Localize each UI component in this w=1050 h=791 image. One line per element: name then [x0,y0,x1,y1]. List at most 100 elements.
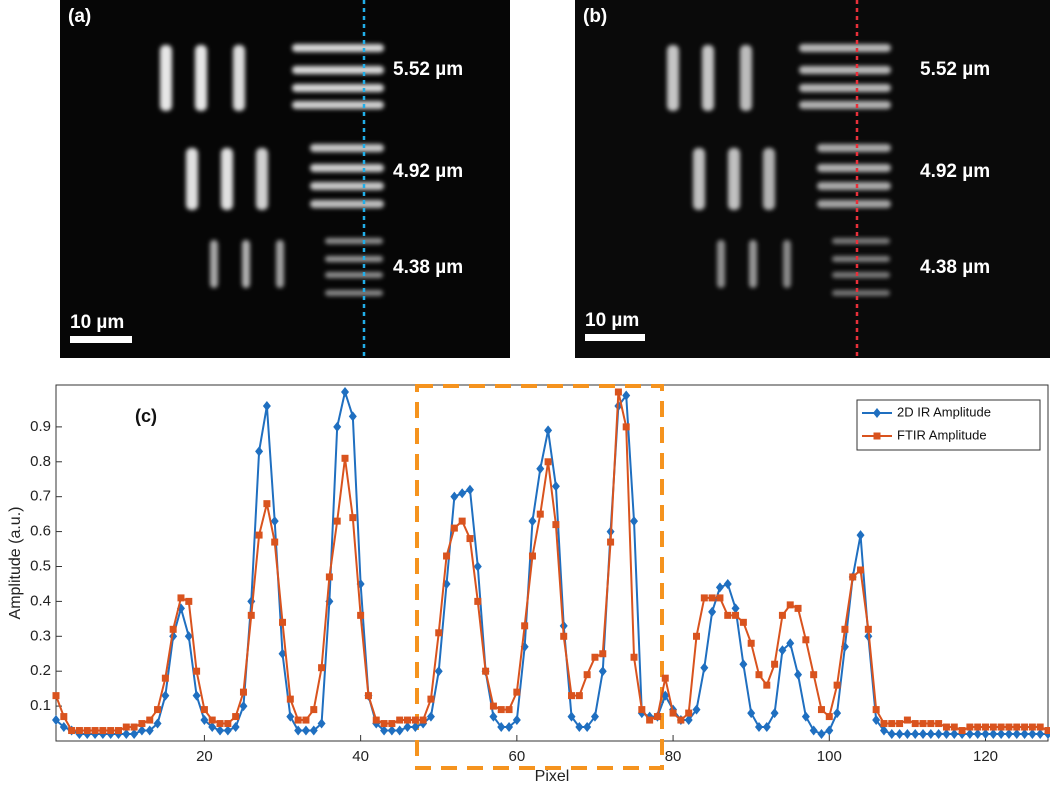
data-point [1004,729,1013,740]
data-point [372,716,380,724]
x-tick-label: 120 [973,748,998,765]
data-point [122,729,131,740]
data-point [465,484,474,495]
image-a [60,0,510,358]
data-point [575,722,584,733]
data-point [216,725,225,736]
data-point [161,674,169,682]
y-tick-label: 0.3 [30,627,51,644]
data-point [685,709,693,717]
data-point [426,711,435,722]
data-point [83,727,91,735]
data-point [138,720,146,728]
y-tick-label: 0.4 [30,592,51,609]
data-point [294,725,303,736]
data-point [732,611,740,619]
data-point [888,720,896,728]
data-point [723,578,732,589]
data-point [1020,729,1029,740]
data-point [239,701,248,712]
data-point [216,720,224,728]
y-tick-label: 0.5 [30,557,51,574]
data-point [794,669,803,680]
data-point [825,725,834,736]
data-point [107,727,115,735]
data-point [380,725,389,736]
data-point [544,425,553,436]
data-point [778,645,787,656]
data-point [622,423,630,431]
data-point [192,690,201,701]
data-point [224,720,232,728]
x-axis-label: Pixel [535,768,570,785]
data-point [942,723,950,731]
data-point [942,729,951,740]
data-point [349,514,357,522]
data-point [231,722,240,733]
data-point [528,516,537,527]
data-point [833,708,842,719]
panel-label: (c) [135,406,157,426]
data-point [153,718,162,729]
data-point [786,638,795,649]
data-point [802,636,810,644]
data-point [989,729,998,740]
data-point [1044,727,1050,735]
legend-box [856,399,1041,451]
data-point [443,552,451,560]
data-point [590,711,599,722]
data-point [75,727,83,735]
data-point [786,601,794,609]
data-point [474,597,482,605]
annotation: 4.92 µm [920,161,990,182]
data-point [950,723,958,731]
data-point [630,516,639,527]
y-tick-label: 0.9 [30,418,51,435]
data-point [341,386,350,397]
data-point [794,604,802,612]
data-point [716,594,724,602]
data-point [926,729,935,740]
legend-label: 2D IR Amplitude [897,404,991,419]
data-point [489,711,498,722]
data-point [536,463,545,474]
panel-label: (a) [68,6,91,27]
legend: 2D IR Amplitude FTIR Amplitude [856,399,1041,451]
data-point [919,729,928,740]
data-point [388,720,396,728]
data-point [239,688,247,696]
y-tick-label: 0.1 [30,697,51,714]
data-point [583,722,592,733]
data-point [958,727,966,735]
data-point [591,653,599,661]
data-point [700,594,708,602]
data-point [762,722,771,733]
data-point [770,708,779,719]
data-point [809,725,818,736]
data-point [318,664,326,672]
data-point [364,692,372,700]
data-point [724,611,732,619]
data-point [255,531,263,539]
data-point [1012,729,1021,740]
data-point [341,454,349,462]
data-point [450,524,458,532]
data-point [419,716,427,724]
data-point [857,566,865,574]
data-point [52,692,60,700]
data-point [380,720,388,728]
data-point [99,727,107,735]
data-point [325,573,333,581]
data-point [434,666,443,677]
data-point [551,481,560,492]
data-point [536,510,544,518]
data-point [286,695,294,703]
data-point [903,729,912,740]
data-point [232,713,240,721]
data-point [1028,723,1036,731]
data-point [387,725,396,736]
data-point [255,446,264,457]
data-point [849,573,857,581]
data-point [294,716,302,724]
data-point [567,711,576,722]
